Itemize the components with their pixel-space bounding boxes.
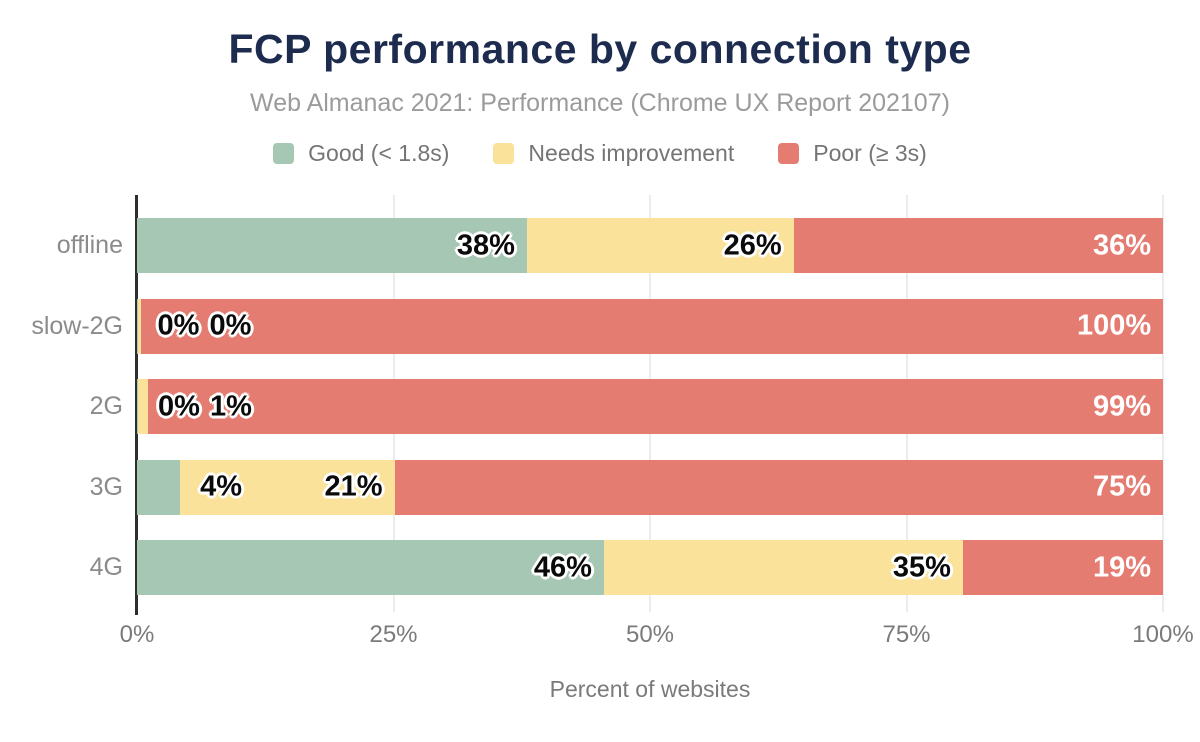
value-label-2G-Poor (≥ 3s): 99%: [1093, 390, 1152, 422]
bar-segment-2G-Poor (≥ 3s)[interactable]: [147, 379, 1163, 434]
legend-label-poor: Poor (≥ 3s): [813, 140, 927, 166]
bar-row-slow-2G: 0% 0% 100%: [137, 298, 1163, 354]
legend-item-poor[interactable]: Poor (≥ 3s): [778, 140, 927, 167]
value-label-3G-Needs improvement: 21%: [324, 470, 383, 503]
value-label-4G-Needs improvement: 35%: [892, 551, 951, 583]
bar-row-4G: 46% 35% 19%: [137, 540, 1163, 595]
chart-title: FCP performance by connection type: [228, 26, 972, 72]
legend-swatch-good-icon: [273, 143, 295, 164]
category-label-offline: offline: [56, 231, 123, 259]
bar-row-3G: 4% 21% 75%: [137, 459, 1163, 515]
category-label-2G: 2G: [89, 392, 123, 420]
bar-segment-offline-Poor (≥ 3s)[interactable]: [793, 218, 1163, 273]
bar-segment-4G-Needs improvement[interactable]: [603, 540, 963, 595]
bar-segment-3G-Good (< 1.8s)[interactable]: [137, 459, 181, 515]
bar-segment-3G-Needs improvement[interactable]: [180, 459, 395, 515]
legend-swatch-poor-icon: [778, 143, 800, 164]
x-tick-label-100pct: 100%: [1132, 621, 1194, 648]
bar-segment-4G-Good (< 1.8s)[interactable]: [137, 540, 604, 595]
legend-label-good: Good (< 1.8s): [308, 140, 450, 166]
legend-swatch-needs-improvement-icon: [493, 143, 515, 164]
value-label-4G-Good (< 1.8s): 46%: [533, 551, 592, 583]
value-label-3G-Good (< 1.8s): 4%: [200, 470, 242, 503]
bar-segment-offline-Needs improvement[interactable]: [526, 218, 794, 273]
bar-segment-2G-Good (< 1.8s)[interactable]: [137, 379, 139, 434]
value-label-offline-Good (< 1.8s): 38%: [456, 229, 515, 261]
chart-subtitle: Web Almanac 2021: Performance (Chrome UX…: [250, 89, 950, 117]
category-label-3G: 3G: [89, 472, 123, 501]
bar-segment-3G-Poor (≥ 3s)[interactable]: [394, 459, 1163, 515]
y-axis-category-labels: offline slow-2G 2G 3G 4G: [0, 195, 123, 615]
legend-label-needs-improvement: Needs improvement: [528, 140, 735, 166]
bar-segment-slow-2G-Needs improvement[interactable]: [137, 298, 141, 354]
x-tick-label-0pct: 0%: [119, 621, 155, 648]
value-label-slow-2G-Needs improvement: 0%: [209, 309, 252, 342]
bar-segment-4G-Poor (≥ 3s)[interactable]: [962, 540, 1163, 595]
value-label-3G-Poor (≥ 3s): 75%: [1093, 470, 1152, 503]
value-label-slow-2G-Poor (≥ 3s): 100%: [1077, 309, 1152, 342]
x-tick-label-75pct: 75%: [882, 621, 931, 648]
value-label-offline-Needs improvement: 26%: [723, 229, 782, 261]
category-label-slow-2G: slow-2G: [31, 311, 123, 340]
gridline-100: [1162, 195, 1164, 612]
plot-area: 38% 26% 36% 0% 0% 100% 0% 1% 99% 4% 21% 75% 46% 35% 19…: [120, 195, 1194, 702]
bar-segment-offline-Good (< 1.8s)[interactable]: [137, 218, 527, 273]
chart-legend: Good (< 1.8s) Needs improvement Poor (≥ …: [0, 140, 1200, 167]
value-label-2G-Needs improvement: 1%: [210, 390, 252, 422]
x-tick-label-25pct: 25%: [369, 621, 418, 648]
value-label-2G-Good (< 1.8s): 0%: [158, 390, 200, 422]
legend-item-needs-improvement[interactable]: Needs improvement: [493, 140, 734, 167]
value-label-offline-Poor (≥ 3s): 36%: [1093, 229, 1152, 261]
x-axis-title: Percent of websites: [549, 676, 751, 702]
bar-segment-slow-2G-Poor (≥ 3s)[interactable]: [140, 298, 1163, 354]
x-tick-label-50pct: 50%: [625, 621, 675, 648]
bar-segment-2G-Needs improvement[interactable]: [138, 379, 148, 434]
value-label-4G-Poor (≥ 3s): 19%: [1093, 551, 1152, 583]
bar-row-offline: 38% 26% 36%: [137, 218, 1163, 273]
bar-row-2G: 0% 1% 99%: [137, 379, 1163, 434]
bar-segment-slow-2G-Good (< 1.8s)[interactable]: [137, 298, 138, 354]
legend-item-good[interactable]: Good (< 1.8s): [273, 140, 449, 167]
value-label-slow-2G-Good (< 1.8s): 0%: [157, 309, 200, 342]
y-axis-line: [135, 195, 138, 615]
category-label-4G: 4G: [89, 553, 123, 581]
